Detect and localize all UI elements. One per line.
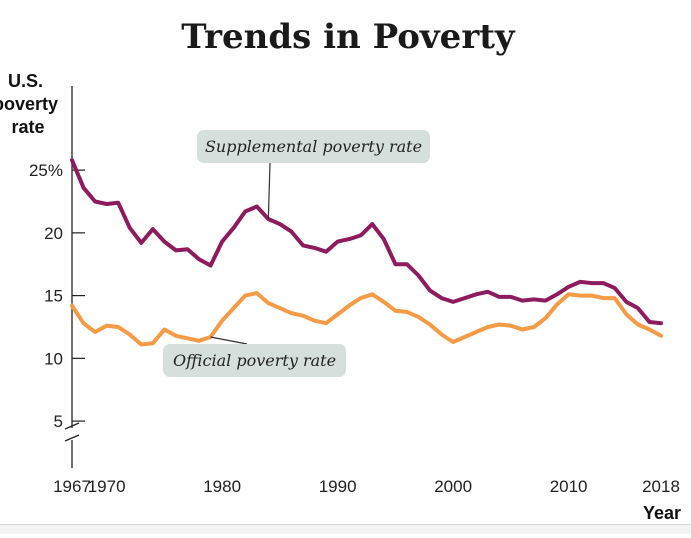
y-axis-label-line-3: rate: [11, 117, 44, 137]
y-tick-label: 20: [44, 224, 63, 243]
x-tick-label: 2018: [642, 477, 680, 496]
official-callout-label: Official poverty rate: [173, 351, 336, 370]
y-tick-label: 10: [44, 349, 63, 368]
bottom-divider: [0, 524, 691, 534]
axis-break-mark-upper: [64, 422, 80, 430]
y-axis-label-line-1: U.S.: [8, 71, 43, 91]
supplemental-callout-box: [197, 130, 430, 163]
axis-break-mark-lower: [64, 434, 80, 442]
x-tick-label: 2010: [550, 477, 588, 496]
x-tick-label: 1967: [53, 477, 91, 496]
x-tick-label: 2000: [434, 477, 472, 496]
x-tick-label: 1990: [319, 477, 357, 496]
y-axis-label-line-2: poverty: [0, 94, 58, 114]
axes: [64, 86, 80, 468]
x-tick-label: 1980: [203, 477, 241, 496]
supplemental-poverty-line: [70, 158, 663, 326]
y-ticks: 25% 20 15 10 5: [29, 161, 85, 431]
supplemental-callout-label: Supplemental poverty rate: [205, 137, 422, 156]
y-tick-label: 5: [54, 412, 63, 431]
chart-title: Trends in Poverty: [181, 17, 516, 57]
official-poverty-line: [70, 291, 663, 347]
y-axis-label: U.S. poverty rate: [0, 71, 63, 137]
series-lines: [70, 158, 663, 347]
official-callout-leader: [210, 336, 248, 345]
y-tick-label: 15: [44, 287, 63, 306]
official-callout-box: [163, 344, 346, 377]
callouts: Supplemental poverty rate Official povert…: [163, 130, 430, 377]
x-axis-label: Year: [643, 503, 681, 523]
y-tick-label: 25%: [29, 161, 63, 180]
supplemental-callout-leader: [267, 162, 271, 220]
x-tick-label: 1970: [88, 477, 126, 496]
